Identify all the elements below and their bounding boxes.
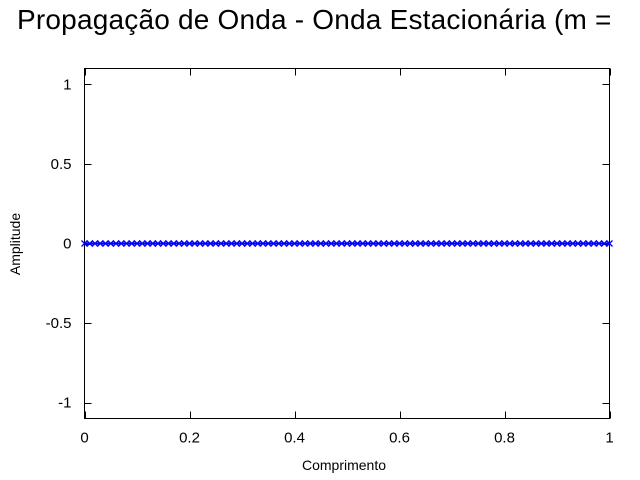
tick-labels: 0 0.2 0.4 0.6 0.8 1 1 0.5 0 -0.5 -1: [46, 76, 614, 446]
x-tick-label: 0: [80, 430, 88, 447]
x-axis-label: Comprimento: [302, 457, 386, 473]
x-tick-label: 0.6: [389, 430, 410, 447]
y-tick-label: 1: [63, 76, 71, 93]
x-tick-label: 0.8: [494, 430, 515, 447]
x-tick-label: 1: [605, 430, 613, 447]
y-tick-label: -1: [58, 395, 71, 412]
y-tick-label: 0.5: [51, 156, 72, 173]
chart-title: Propagação de Onda - Onda Estacionária (…: [17, 4, 612, 35]
y-axis-label: Amplitude: [7, 213, 23, 275]
x-tick-label: 0.4: [284, 430, 305, 447]
x-tick-label: 0.2: [179, 430, 200, 447]
y-tick-label: 0: [63, 236, 71, 253]
y-tick-label: -0.5: [46, 315, 72, 332]
data-series: [81, 240, 613, 247]
